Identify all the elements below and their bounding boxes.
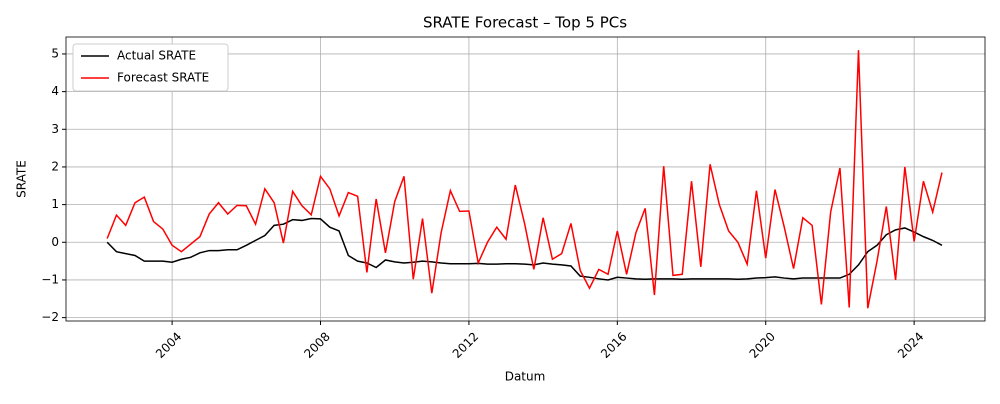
plot-frame (65, 36, 986, 322)
y-tick-label: 0 (51, 235, 59, 249)
legend-box (72, 43, 229, 92)
y-tick-label: 2 (51, 159, 59, 173)
y-tick-label: −1 (41, 272, 59, 286)
y-tick-label: 1 (51, 197, 59, 211)
y-tick-label: 4 (51, 84, 59, 98)
chart-title: SRATE Forecast – Top 5 PCs (423, 14, 627, 32)
line-series (106, 50, 943, 309)
legend-label: Actual SRATE (117, 49, 196, 63)
line-series (106, 217, 943, 281)
y-tick-label: 5 (51, 46, 59, 60)
y-tick-label: 3 (51, 122, 59, 136)
y-tick-label: −2 (41, 310, 59, 324)
x-axis-label: Datum (505, 370, 546, 384)
legend-label: Forecast SRATE (117, 71, 209, 85)
y-axis-label: SRATE (15, 160, 29, 198)
